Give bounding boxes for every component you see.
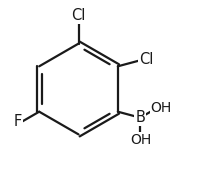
Text: B: B: [135, 110, 145, 125]
Text: Cl: Cl: [139, 52, 153, 67]
Text: F: F: [14, 114, 22, 129]
Text: Cl: Cl: [71, 8, 86, 23]
Text: OH: OH: [151, 101, 172, 115]
Text: OH: OH: [130, 133, 152, 147]
